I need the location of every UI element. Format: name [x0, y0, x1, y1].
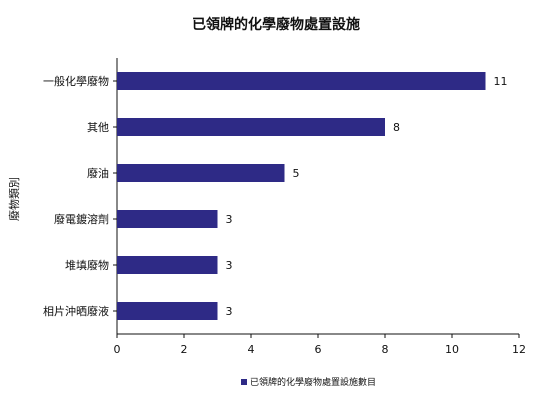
- category-label: 相片沖晒廢液: [43, 304, 109, 318]
- data-label: 3: [226, 305, 233, 318]
- chart-title: 已領牌的化學廢物處置設施: [192, 16, 360, 33]
- category-label: 一般化學廢物: [43, 74, 109, 88]
- data-label: 11: [494, 75, 508, 88]
- plot-area: 一般化學廢物 11 其他 8 廢油 5 廢電鍍溶劑 3 堆填廢物 3 相片沖晒廢液 3 0 2 4 6 8 10 1…: [43, 58, 526, 356]
- category-label: 廢電鍍溶劑: [54, 212, 109, 226]
- bar: [117, 118, 385, 136]
- x-tick-label: 4: [248, 343, 255, 356]
- legend-label: 已領牌的化學廢物處置設施數目: [250, 376, 376, 388]
- x-tick-label: 6: [315, 343, 322, 356]
- bar: [117, 164, 285, 182]
- x-tick-label: 8: [382, 343, 389, 356]
- category-label: 廢油: [87, 166, 109, 180]
- x-tick-label: 2: [181, 343, 188, 356]
- data-label: 3: [226, 213, 233, 226]
- x-tick-label: 0: [114, 343, 121, 356]
- x-tick-label: 12: [512, 343, 526, 356]
- data-label: 3: [226, 259, 233, 272]
- data-label: 8: [393, 121, 400, 134]
- bar: [117, 210, 218, 228]
- y-axis-title: 廢物類別: [7, 177, 21, 221]
- bar: [117, 256, 218, 274]
- bar: [117, 302, 218, 320]
- legend-swatch: [241, 379, 247, 385]
- category-label: 堆填廢物: [65, 258, 109, 272]
- category-label: 其他: [87, 121, 109, 134]
- data-label: 5: [293, 167, 300, 180]
- legend: 已領牌的化學廢物處置設施數目: [241, 376, 376, 388]
- bar: [117, 72, 486, 90]
- x-tick-label: 10: [445, 343, 459, 356]
